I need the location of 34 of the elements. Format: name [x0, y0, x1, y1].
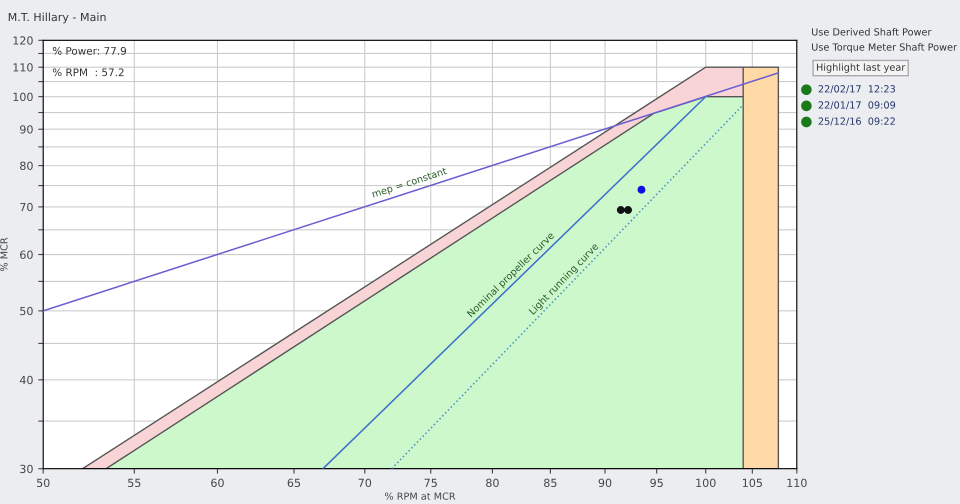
x-tick-label: 90	[598, 478, 612, 488]
x-tick-label: 70	[358, 478, 372, 488]
text: Use Torque Meter Shaft Power	[812, 43, 958, 53]
y-tick-label: 30	[20, 464, 33, 474]
y-axis-title: % MCR	[0, 238, 8, 272]
y-tick-label: 90	[20, 125, 33, 134]
x-tick-label: 105	[742, 478, 762, 488]
x-tick-label: 110	[787, 478, 807, 488]
x-tick-label: 80	[486, 478, 499, 488]
y-tick-label: 110	[13, 63, 33, 72]
y-tick-label: 70	[20, 202, 33, 212]
y-tick-label: 80	[20, 162, 33, 170]
annotation: % Power: 77.9	[52, 46, 126, 55]
y-tick-label: 100	[13, 92, 33, 102]
x-tick-label: 100	[696, 478, 716, 488]
x-tick-label: 50	[36, 478, 50, 488]
x-tick-label: 95	[650, 478, 663, 488]
x-axis-title: % RPM at MCR	[384, 492, 456, 500]
annotation: % RPM : 57.2	[52, 68, 124, 76]
text: Use Derived Shaft Power	[812, 28, 932, 36]
x-tick-label: 85	[544, 478, 556, 488]
y-tick-label: 60	[20, 250, 33, 259]
x-tick-label: 55	[128, 478, 140, 488]
text: 22/01/17 09:09	[818, 101, 896, 110]
y-tick-label: 40	[20, 376, 33, 384]
x-tick-label: 75	[424, 478, 437, 488]
x-tick-label: 65	[288, 478, 300, 488]
chart-title: M.T. Hillary - Main	[8, 12, 106, 24]
text: Highlight last year	[816, 63, 906, 73]
x-tick-label: 60	[211, 478, 224, 488]
y-tick-label: 120	[13, 36, 33, 45]
y-tick-label: 50	[20, 306, 33, 316]
text: 22/02/17 12:23	[818, 85, 896, 94]
text: 25/12/16 09:22	[818, 117, 895, 126]
